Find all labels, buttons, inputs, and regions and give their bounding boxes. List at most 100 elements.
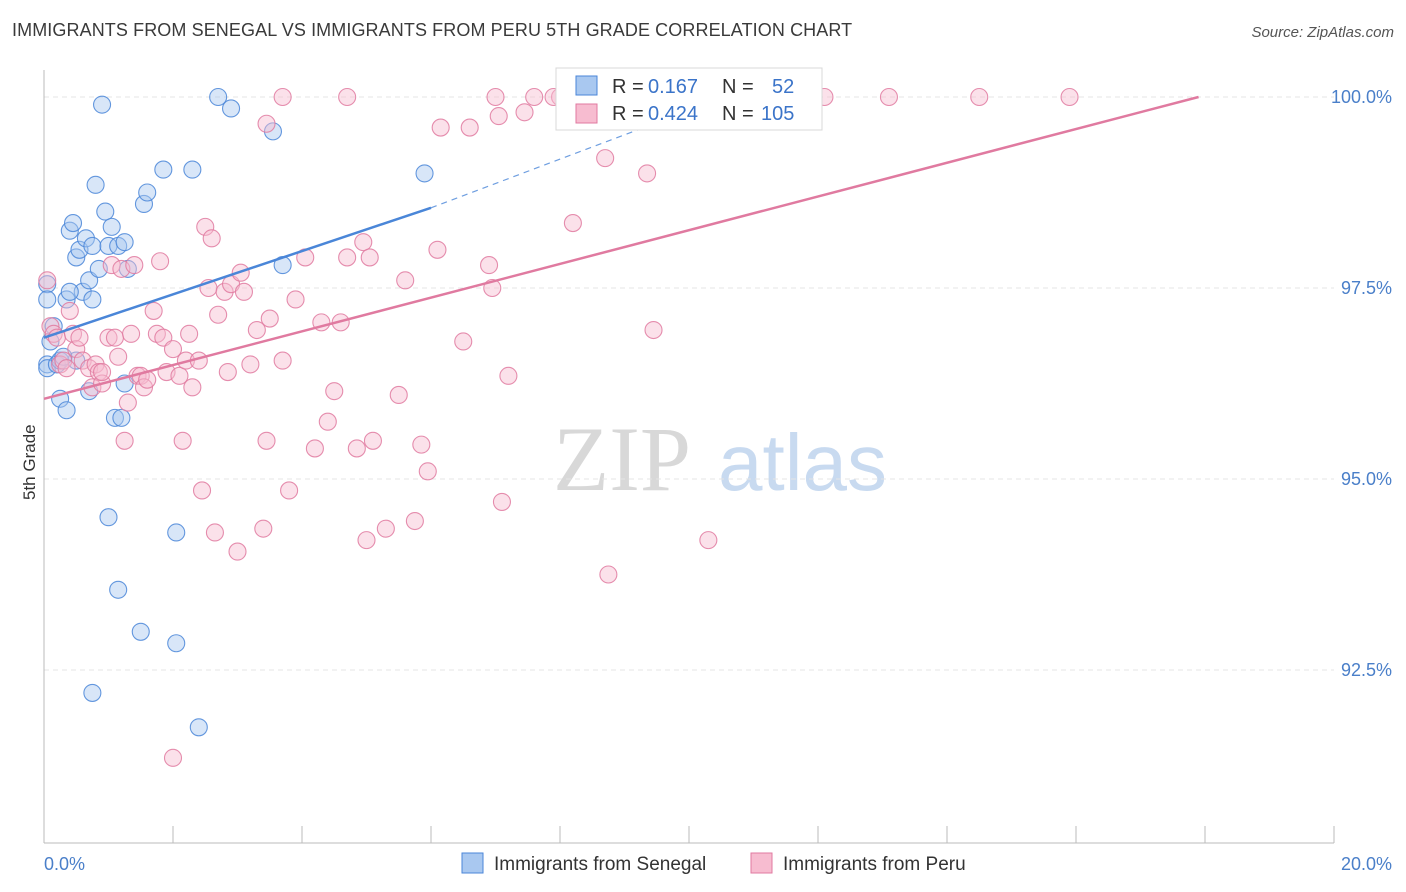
peru-point-48 [215,282,234,301]
chart-title: IMMIGRANTS FROM SENEGAL VS IMMIGRANTS FR… [12,20,853,40]
peru-point-107 [273,87,292,107]
senegal-point-21 [83,236,102,256]
y-tick-label-2: 95.0% [1341,469,1392,489]
senegal-point-40 [167,523,186,542]
stats-swatch-senegal [575,75,598,96]
peru-point-96 [163,748,183,767]
peru-point-58 [260,309,279,328]
peru-point-40 [183,378,202,397]
peru-point-47 [209,305,228,324]
y-tick-label-1: 97.5% [1341,278,1392,298]
peru-point-45 [202,229,221,248]
senegal-point-12 [63,214,83,233]
peru-point-30 [144,301,163,320]
peru-point-83 [460,118,479,137]
peru-point-72 [360,248,379,267]
senegal-point-41 [167,634,186,653]
peru-point-43 [196,217,215,236]
peru-point-6 [57,359,76,378]
grid-lines [44,96,1334,671]
peru-point-19 [105,328,124,347]
peru-point-60 [280,481,299,500]
peru-point-78 [412,435,431,454]
peru-point-81 [431,118,450,137]
data-points [38,87,1079,767]
peru-point-71 [357,531,376,550]
peru-point-66 [325,382,344,401]
senegal-point-24 [93,95,112,114]
stats-r-label-senegal: R = [612,76,644,98]
peru-point-68 [338,248,357,267]
senegal-point-17 [76,229,95,248]
senegal-point-44 [209,87,228,107]
stats-r-value-senegal: 0.167 [648,76,698,98]
peru-point-17 [99,328,118,347]
peru-point-86 [489,107,508,126]
senegal-point-29 [105,408,124,427]
legend-label-peru: Immigrants from Peru [783,854,966,875]
peru-point-23 [118,393,137,412]
peru-point-59 [273,351,292,370]
senegal-point-9 [57,401,76,420]
peru-point-87 [492,492,512,511]
peru-point-63 [305,439,324,458]
peru-point-93 [638,164,657,183]
senegal-point-1 [38,290,57,309]
senegal-point-26 [99,508,118,527]
peru-point-90 [563,214,582,233]
y-tick-label-3: 92.5% [1341,660,1392,680]
senegal-point-22 [86,175,105,194]
peru-point-0 [38,271,57,290]
stats-n-value-senegal: 52 [772,76,794,98]
stats-swatch-peru [575,103,598,124]
peru-point-65 [318,412,337,431]
legend-label-senegal: Immigrants from Senegal [494,854,706,875]
senegal-point-42 [183,160,202,179]
peru-point-36 [170,366,189,385]
peru-point-61 [286,290,305,309]
peru-point-70 [354,233,373,252]
peru-point-109 [93,362,112,382]
watermark: ZIP atlas [553,408,887,510]
legend: Immigrants from Senegal Immigrants from … [461,852,966,875]
peru-point-53 [234,282,253,301]
senegal-point-38 [138,183,157,202]
peru-point-95 [699,531,718,550]
peru-point-55 [247,320,266,340]
senegal-point-37 [134,194,154,214]
peru-point-54 [241,355,260,374]
senegal-point-49 [60,282,79,301]
senegal-point-51 [415,164,434,183]
peru-point-25 [125,256,144,275]
senegal-point-32 [112,408,131,427]
peru-point-99 [525,87,544,107]
senegal-point-25 [96,202,115,221]
peru-point-49 [218,362,237,382]
peru-point-106 [1060,87,1079,107]
senegal-point-28 [102,217,121,236]
senegal-trend-extension [430,126,645,209]
peru-point-22 [115,431,134,450]
axes [43,70,1335,844]
watermark-atlas: atlas [718,418,887,507]
tick-labels: 100.0% 97.5% 95.0% 92.5% 0.0% 20.0% [44,87,1392,874]
peru-point-74 [376,519,395,538]
senegal-point-20 [83,290,102,309]
peru-point-77 [405,511,424,531]
peru-point-108 [257,114,276,133]
peru-point-73 [363,431,383,450]
peru-point-32 [151,252,170,271]
peru-point-82 [454,332,473,351]
legend-swatch-senegal [461,852,484,874]
x-tick-label-1: 20.0% [1341,854,1392,874]
senegal-point-43 [189,718,208,737]
peru-point-104 [879,87,899,107]
peru-point-98 [486,87,505,107]
y-tick-label-0: 100.0% [1331,87,1392,107]
stats-n-label-peru: N = [722,103,754,125]
peru-point-51 [228,542,247,561]
peru-point-80 [428,240,447,259]
peru-point-56 [254,519,273,538]
y-axis-title: 5th Grade [20,424,39,500]
